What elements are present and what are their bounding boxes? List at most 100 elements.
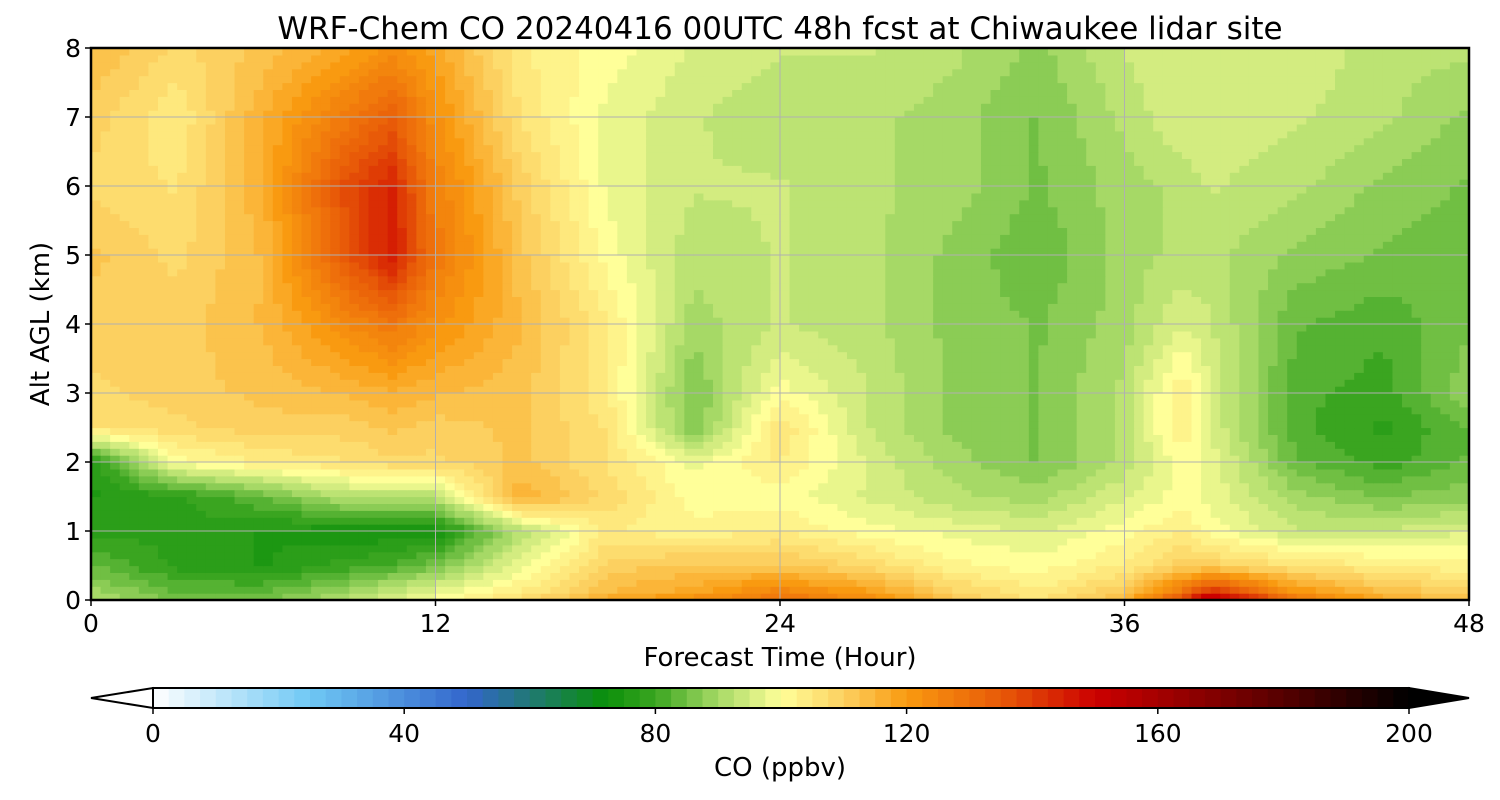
field-cell: [1162, 558, 1173, 567]
field-cell: [980, 427, 992, 435]
field-cell: [971, 455, 982, 463]
field-cell: [301, 420, 312, 429]
field-cell: [205, 510, 216, 518]
field-cell: [1220, 372, 1231, 380]
field-cell: [1382, 468, 1394, 477]
field-cell: [215, 386, 226, 394]
field-cell: [282, 496, 293, 504]
field-cell: [1306, 586, 1317, 594]
field-cell: [368, 517, 379, 525]
field-cell: [980, 441, 992, 449]
field-cell: [301, 579, 312, 587]
field-cell: [502, 579, 513, 587]
field-cell: [875, 489, 886, 498]
field-cell: [913, 503, 925, 511]
field-cell: [368, 510, 379, 518]
field-cell: [349, 399, 360, 408]
field-cell: [942, 531, 953, 539]
field-cell: [1229, 551, 1240, 560]
field-cell: [119, 586, 130, 594]
field-cell: [1248, 558, 1260, 567]
field-cell: [129, 510, 140, 518]
field-cell: [196, 593, 207, 600]
field-cell: [540, 510, 551, 518]
field-cell: [1411, 455, 1422, 463]
field-cell: [866, 448, 877, 456]
field-cell: [311, 393, 322, 401]
field-cell: [703, 551, 714, 560]
field-cell: [894, 399, 905, 408]
field-cell: [1315, 517, 1327, 525]
field-cell: [119, 524, 130, 532]
field-cell: [1335, 579, 1346, 587]
field-cell: [1392, 586, 1403, 594]
field-cell: [770, 399, 781, 408]
field-cell: [990, 413, 1001, 422]
field-cell: [559, 551, 571, 560]
field-cell: [1172, 468, 1183, 477]
field-cell: [1134, 482, 1145, 491]
field-cell: [607, 510, 618, 518]
field-cell: [1287, 586, 1298, 594]
field-cell: [330, 413, 341, 422]
field-cell: [665, 586, 676, 594]
field-cell: [473, 544, 484, 553]
field-cell: [473, 386, 484, 394]
field-cell: [186, 531, 197, 539]
field-cell: [904, 586, 915, 594]
field-cell: [244, 531, 255, 539]
field-cell: [282, 593, 293, 600]
field-cell: [1095, 489, 1106, 498]
field-cell: [875, 448, 886, 456]
field-cell: [808, 579, 819, 587]
field-cell: [856, 593, 867, 600]
field-cell: [1153, 386, 1164, 394]
field-cell: [971, 427, 982, 435]
field-cell: [1306, 517, 1317, 525]
field-cell: [425, 393, 437, 401]
field-cell: [1210, 420, 1221, 429]
field-cell: [1105, 448, 1116, 456]
field-cell: [138, 427, 150, 435]
field-cell: [339, 358, 350, 366]
field-cell: [923, 434, 934, 442]
field-cell: [923, 413, 934, 422]
field-cell: [129, 579, 140, 587]
field-cell: [655, 579, 666, 587]
field-cell: [875, 372, 886, 380]
field-cell: [1296, 386, 1307, 394]
field-cell: [1086, 537, 1097, 546]
field-cell: [1239, 551, 1250, 560]
field-cell: [1095, 537, 1106, 546]
field-cell: [875, 406, 886, 415]
field-cell: [579, 558, 590, 567]
field-cell: [952, 413, 963, 422]
field-cell: [550, 386, 561, 394]
field-cell: [1172, 448, 1183, 456]
field-cell: [502, 586, 513, 594]
field-cell: [406, 372, 417, 380]
field-cell: [234, 482, 245, 491]
field-cell: [980, 524, 992, 532]
field-cell: [512, 572, 523, 580]
field-cell: [349, 379, 360, 387]
field-cell: [1411, 558, 1422, 567]
field-cell: [100, 524, 111, 532]
field-cell: [531, 510, 542, 518]
field-cell: [311, 531, 322, 539]
field-cell: [1086, 462, 1097, 470]
field-cell: [1057, 455, 1068, 463]
field-cell: [1344, 558, 1355, 567]
field-cell: [626, 448, 638, 456]
field-cell: [559, 427, 571, 435]
field-cell: [799, 441, 810, 449]
field-cell: [1239, 496, 1250, 504]
field-cell: [626, 462, 638, 470]
field-cell: [1325, 517, 1336, 525]
field-cell: [550, 517, 561, 525]
field-cell: [492, 537, 504, 546]
field-cell: [148, 448, 159, 456]
field-cell: [215, 413, 226, 422]
field-cell: [1354, 531, 1365, 539]
field-cell: [368, 503, 379, 511]
